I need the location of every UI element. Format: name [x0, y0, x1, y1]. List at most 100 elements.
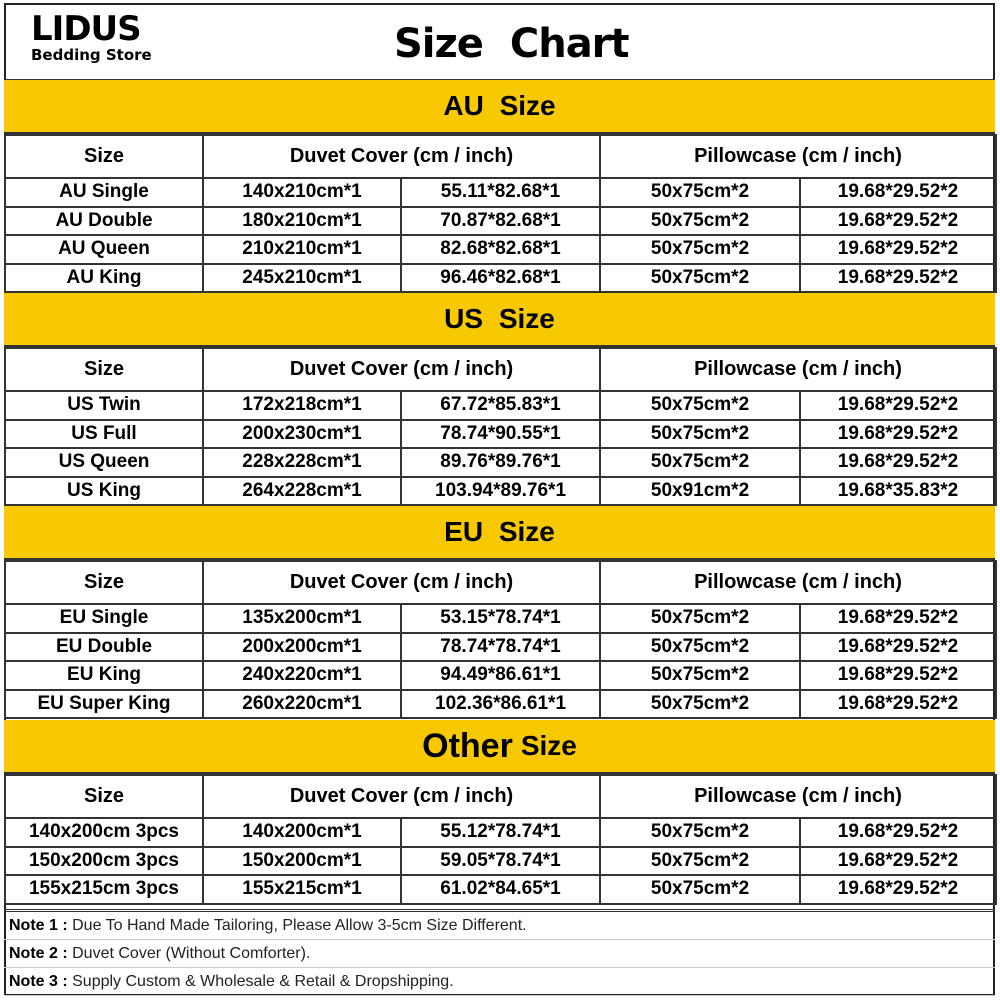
header-pillowcase: Pillowcase (cm / inch) — [599, 347, 998, 392]
pillowcase-cm: 50x75cm*2 — [599, 631, 802, 662]
size-name: 150x200cm 3pcs — [4, 845, 204, 876]
size-table: Size Duvet Cover (cm / inch) Pillowcase (c… — [4, 560, 998, 719]
pillowcase-cm: 50x75cm*2 — [599, 177, 802, 208]
size-name: AU Queen — [4, 234, 204, 265]
table-header: Size Duvet Cover (cm / inch) Pillowcase (c… — [4, 347, 998, 392]
duvet-cm: 140x200cm*1 — [202, 817, 402, 848]
table-row: EU King 240x220cm*1 94.49*86.61*1 50x75cm*2… — [4, 660, 998, 691]
size-name: AU Single — [4, 177, 204, 208]
size-table: Size Duvet Cover (cm / inch) Pillowcase (c… — [4, 134, 998, 293]
header-size: Size — [4, 347, 204, 392]
size-name: EU King — [4, 660, 204, 691]
pillowcase-cm: 50x75cm*2 — [599, 688, 802, 719]
pillowcase-inch: 19.68*29.52*2 — [799, 660, 998, 691]
header: LIDUS Bedding Store Size Chart — [4, 3, 995, 81]
table-row: 150x200cm 3pcs 150x200cm*1 59.05*78.74*1 50… — [4, 845, 998, 876]
table-row: US Full 200x230cm*1 78.74*90.55*1 50x75cm*2… — [4, 418, 998, 449]
pillowcase-inch: 19.68*29.52*2 — [799, 262, 998, 293]
size-section: EU Size Size Duvet Cover (cm / inch) Pillow… — [4, 506, 998, 719]
size-name: 140x200cm 3pcs — [4, 817, 204, 848]
duvet-cm: 260x220cm*1 — [202, 688, 402, 719]
header-duvet: Duvet Cover (cm / inch) — [201, 347, 602, 392]
duvet-cm: 135x200cm*1 — [202, 603, 402, 634]
pillowcase-cm: 50x75cm*2 — [599, 874, 802, 905]
table-row: EU Double 200x200cm*1 78.74*78.74*1 50x75cm… — [4, 631, 998, 662]
size-name: 155x215cm 3pcs — [4, 874, 204, 905]
section-title-main: Other — [422, 726, 513, 765]
duvet-inch: 55.12*78.74*1 — [399, 817, 602, 848]
duvet-cm: 228x228cm*1 — [202, 447, 402, 478]
pillowcase-cm: 50x75cm*2 — [599, 603, 802, 634]
duvet-inch: 61.02*84.65*1 — [399, 874, 602, 905]
size-table: Size Duvet Cover (cm / inch) Pillowcase (c… — [4, 347, 998, 506]
header-pillowcase: Pillowcase (cm / inch) — [599, 134, 998, 179]
duvet-inch: 102.36*86.61*1 — [399, 688, 602, 719]
size-name: EU Double — [4, 631, 204, 662]
pillowcase-inch: 19.68*29.52*2 — [799, 177, 998, 208]
duvet-inch: 67.72*85.83*1 — [399, 390, 602, 421]
duvet-cm: 140x210cm*1 — [202, 177, 402, 208]
note-text: Duvet Cover (Without Comforter). — [72, 945, 311, 962]
duvet-inch: 59.05*78.74*1 — [399, 845, 602, 876]
pillowcase-cm: 50x75cm*2 — [599, 447, 802, 478]
table-row: AU Double 180x210cm*1 70.87*82.68*1 50x75cm… — [4, 205, 998, 236]
pillowcase-inch: 19.68*29.52*2 — [799, 205, 998, 236]
table-row: AU Queen 210x210cm*1 82.68*82.68*1 50x75cm*… — [4, 234, 998, 265]
pillowcase-cm: 50x75cm*2 — [599, 845, 802, 876]
pillowcase-inch: 19.68*29.52*2 — [799, 603, 998, 634]
duvet-cm: 200x230cm*1 — [202, 418, 402, 449]
duvet-cm: 200x200cm*1 — [202, 631, 402, 662]
table-row: US Twin 172x218cm*1 67.72*85.83*1 50x75cm*2… — [4, 390, 998, 421]
pillowcase-inch: 19.68*29.52*2 — [799, 447, 998, 478]
duvet-inch: 82.68*82.68*1 — [399, 234, 602, 265]
duvet-inch: 78.74*90.55*1 — [399, 418, 602, 449]
note-label: Note 1 : — [9, 917, 68, 934]
pillowcase-inch: 19.68*29.52*2 — [799, 390, 998, 421]
duvet-inch: 78.74*78.74*1 — [399, 631, 602, 662]
size-name: US Full — [4, 418, 204, 449]
pillowcase-inch: 19.68*29.52*2 — [799, 234, 998, 265]
pillowcase-inch: 19.68*29.52*2 — [799, 418, 998, 449]
header-duvet: Duvet Cover (cm / inch) — [201, 560, 602, 605]
duvet-cm: 264x228cm*1 — [202, 475, 402, 506]
note-label: Note 3 : — [9, 973, 68, 990]
table-row: EU Super King 260x220cm*1 102.36*86.61*1 50… — [4, 688, 998, 719]
section-title-band: Other Size — [4, 720, 995, 774]
table-row: US Queen 228x228cm*1 89.76*89.76*1 50x75cm*… — [4, 447, 998, 478]
header-size: Size — [4, 774, 204, 819]
duvet-inch: 103.94*89.76*1 — [399, 475, 602, 506]
size-name: EU Super King — [4, 688, 204, 719]
table-header: Size Duvet Cover (cm / inch) Pillowcase (c… — [4, 134, 998, 179]
duvet-cm: 245x210cm*1 — [202, 262, 402, 293]
brand-subtitle: Bedding Store — [31, 46, 152, 64]
table-row: EU Single 135x200cm*1 53.15*78.74*1 50x75cm… — [4, 603, 998, 634]
size-section: US Size Size Duvet Cover (cm / inch) Pillow… — [4, 293, 998, 506]
pillowcase-inch: 19.68*29.52*2 — [799, 845, 998, 876]
note: Note 3 : Supply Custom & Wholesale & Ret… — [4, 968, 995, 996]
duvet-inch: 55.11*82.68*1 — [399, 177, 602, 208]
duvet-cm: 210x210cm*1 — [202, 234, 402, 265]
duvet-inch: 70.87*82.68*1 — [399, 205, 602, 236]
header-duvet: Duvet Cover (cm / inch) — [201, 134, 602, 179]
size-name: US King — [4, 475, 204, 506]
pillowcase-cm: 50x91cm*2 — [599, 475, 802, 506]
pillowcase-cm: 50x75cm*2 — [599, 262, 802, 293]
pillowcase-inch: 19.68*29.52*2 — [799, 817, 998, 848]
duvet-inch: 96.46*82.68*1 — [399, 262, 602, 293]
size-section: Other Size Size Duvet Cover (cm / inch) Pill… — [4, 720, 998, 905]
pillowcase-cm: 50x75cm*2 — [599, 234, 802, 265]
table-row: 155x215cm 3pcs 155x215cm*1 61.02*84.65*1 50… — [4, 874, 998, 905]
size-name: US Queen — [4, 447, 204, 478]
note: Note 1 : Due To Hand Made Tailoring, Ple… — [4, 912, 995, 940]
pillowcase-cm: 50x75cm*2 — [599, 817, 802, 848]
section-title: US Size — [444, 303, 555, 334]
duvet-cm: 240x220cm*1 — [202, 660, 402, 691]
pillowcase-inch: 19.68*35.83*2 — [799, 475, 998, 506]
pillowcase-cm: 50x75cm*2 — [599, 390, 802, 421]
duvet-inch: 94.49*86.61*1 — [399, 660, 602, 691]
note: Note 2 : Duvet Cover (Without Comforter)… — [4, 940, 995, 968]
size-name: US Twin — [4, 390, 204, 421]
table-row: 140x200cm 3pcs 140x200cm*1 55.12*78.74*1 50… — [4, 817, 998, 848]
table-row: US King 264x228cm*1 103.94*89.76*1 50x91cm*… — [4, 475, 998, 506]
size-name: AU King — [4, 262, 204, 293]
